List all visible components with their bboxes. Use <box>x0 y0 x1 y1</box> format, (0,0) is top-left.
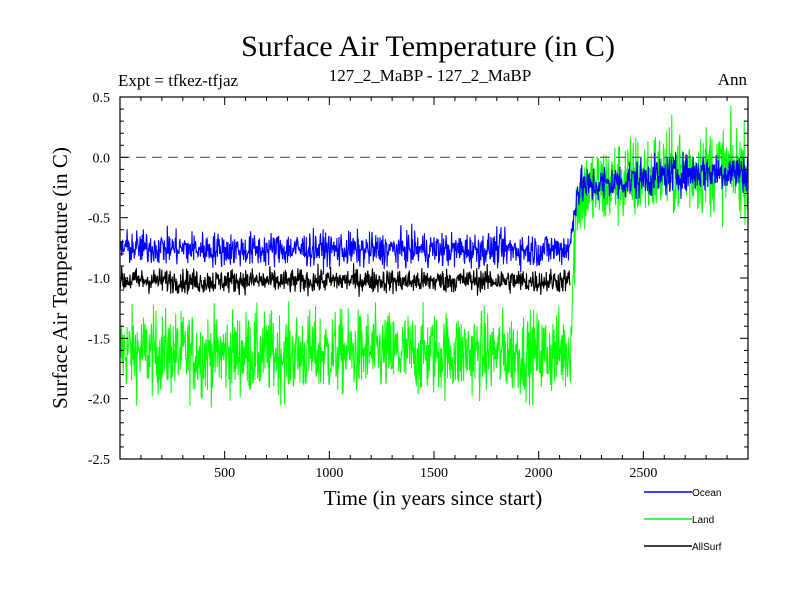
legend-label-allsurf: AllSurf <box>692 542 722 553</box>
x-tick-label: 2000 <box>525 466 553 481</box>
y-tick-label: -1.5 <box>88 332 110 347</box>
y-tick-label: -1.0 <box>88 272 110 287</box>
y-tick-label: -0.5 <box>88 212 110 227</box>
y-tick-label: -2.5 <box>88 453 110 468</box>
legend-label-land: Land <box>692 515 714 526</box>
x-tick-label: 1000 <box>315 466 343 481</box>
series-line-ocean <box>119 151 749 275</box>
chart-title: Surface Air Temperature (in C) <box>241 30 615 63</box>
y-tick-label: 0.0 <box>93 151 111 166</box>
legend: Ocean Land AllSurf <box>644 488 722 553</box>
center-label: 127_2_MaBP - 127_2_MaBP <box>329 66 531 85</box>
x-axis-label: Time (in years since start) <box>324 486 543 510</box>
legend-label-ocean: Ocean <box>692 488 721 499</box>
experiment-label: Expt = tfkez-tfjaz <box>118 71 238 90</box>
y-tick-label: 0.5 <box>93 91 111 106</box>
x-tick-label: 1500 <box>420 466 448 481</box>
x-tick-label: 500 <box>214 466 235 481</box>
x-tick-label: 2500 <box>629 466 657 481</box>
series-line-land <box>119 105 749 408</box>
series-line-allsurf <box>119 263 571 297</box>
axis-ticks: 500 1000 1500 2000 2500 0.5 0.0 -0.5 -1.0 -1.5 -2.… <box>88 91 748 481</box>
y-axis-label: Surface Air Temperature (in C) <box>48 147 72 409</box>
series-layer <box>119 105 749 408</box>
annual-label: Ann <box>718 70 748 89</box>
y-tick-label: -2.0 <box>88 393 110 408</box>
